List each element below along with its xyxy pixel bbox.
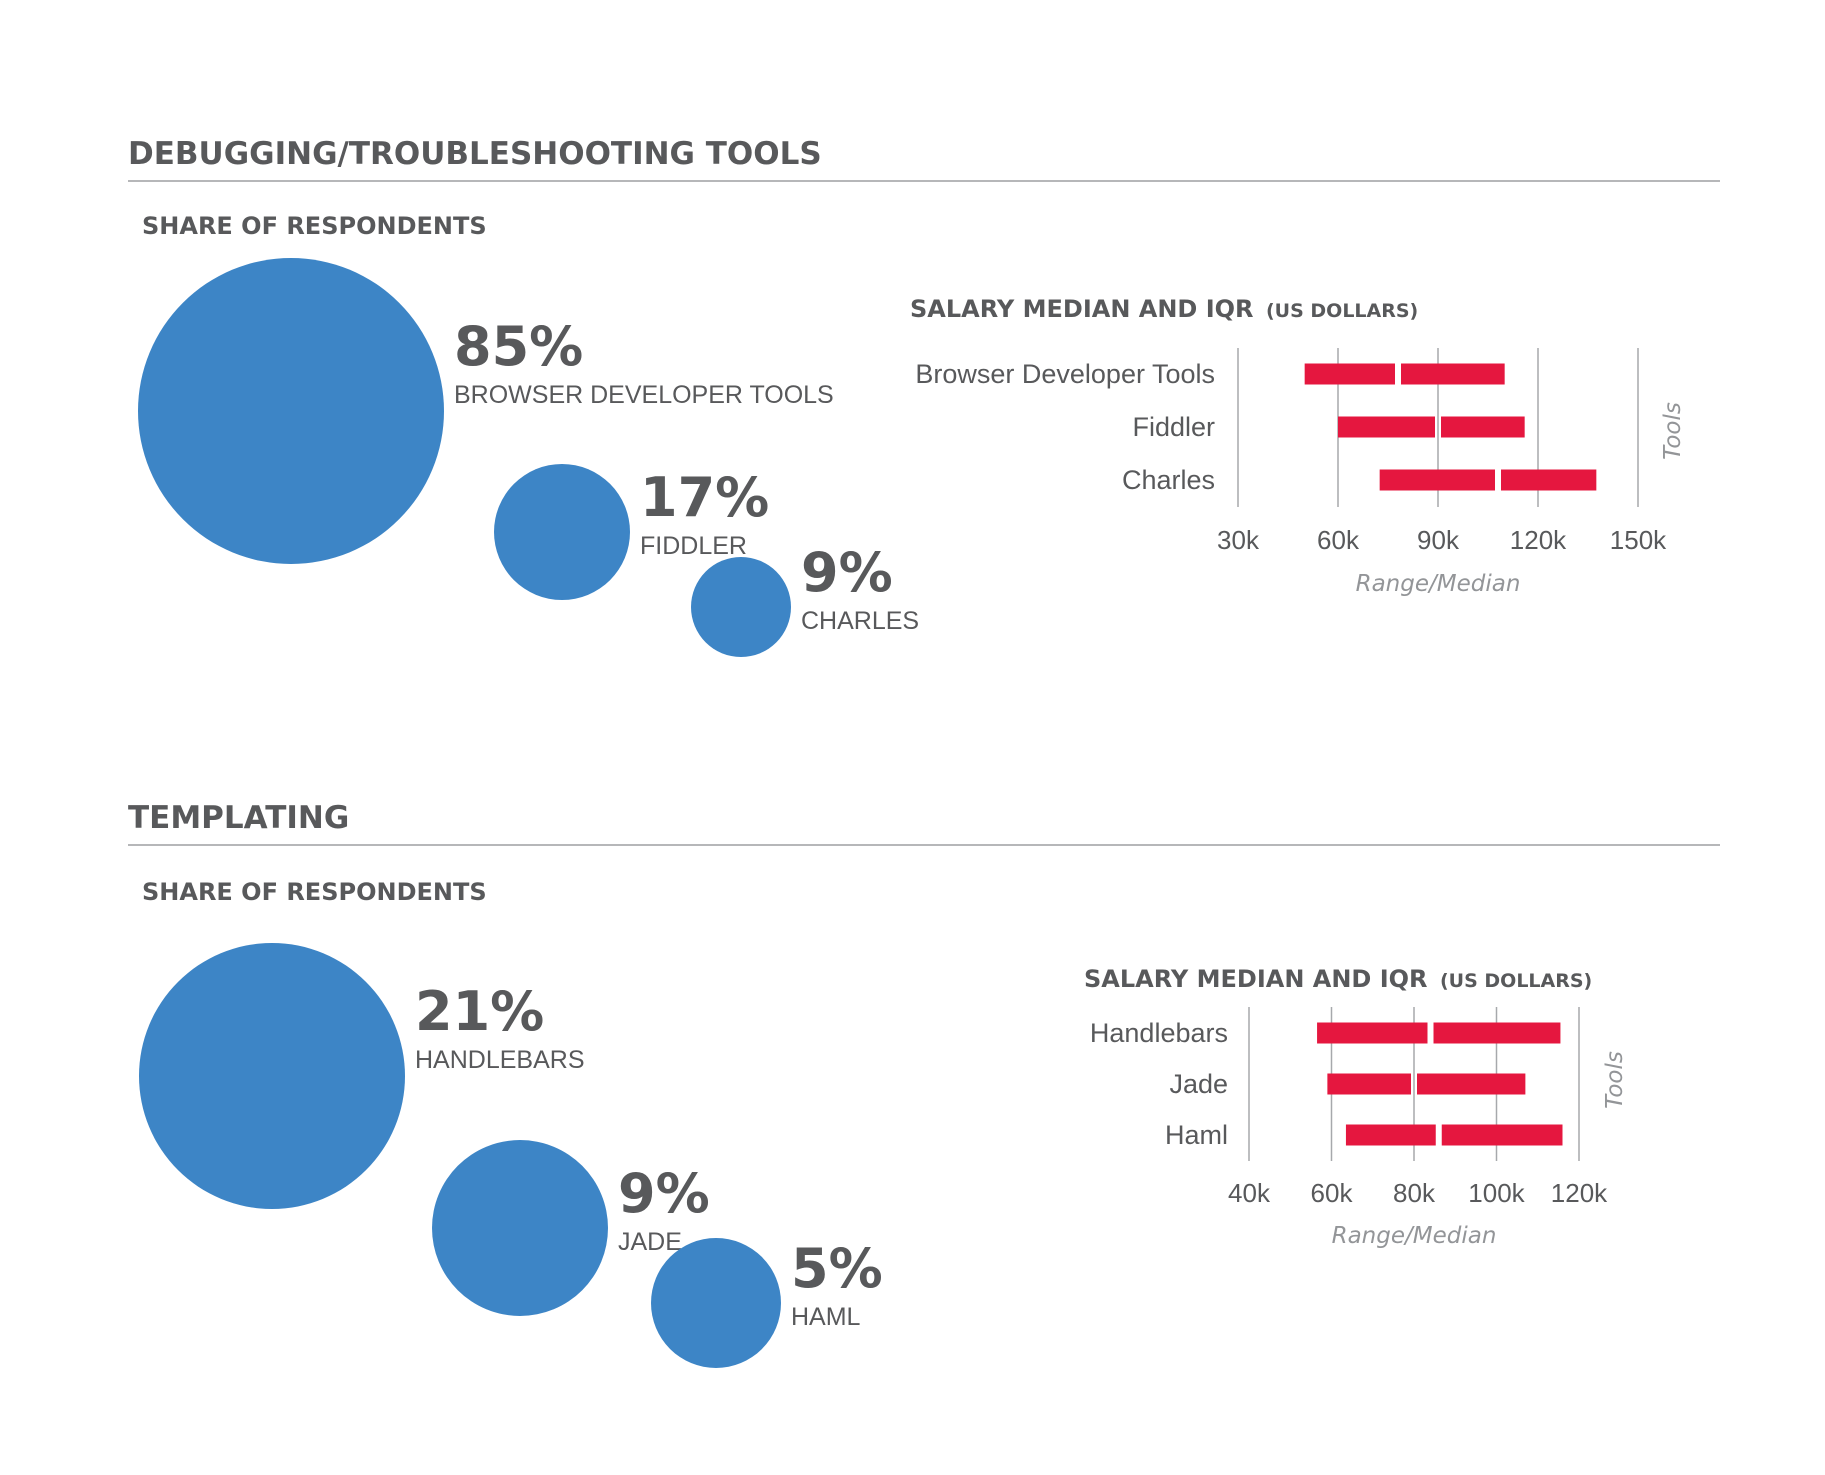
share-title: SHARE OF RESPONDENTS (142, 878, 487, 906)
bubble-label: BROWSER DEVELOPER TOOLS (454, 381, 834, 409)
bubble-value: 9% (618, 1162, 710, 1225)
tick-label: 120k (1510, 525, 1567, 555)
bubble-label: HAML (791, 1303, 861, 1331)
iqr-bar-lower (1345, 1124, 1436, 1146)
salary-title-unit: (US DOLLARS) (1266, 300, 1418, 322)
tick-label: 80k (1393, 1178, 1436, 1208)
tick-label: 120k (1551, 1178, 1608, 1208)
salary-title: SALARY MEDIAN AND IQR (US DOLLARS) (910, 295, 1418, 323)
salary-range-chart: 30k 60k 90k 120k 150k Browser Developer Tools… (915, 348, 1686, 597)
iqr-bar-upper (1441, 416, 1525, 438)
salary-title-unit: (US DOLLARS) (1440, 970, 1592, 992)
bubble-charles (691, 557, 791, 657)
bubble-value: 21% (415, 980, 544, 1043)
section-title: DEBUGGING/TROUBLESHOOTING TOOLS (128, 136, 822, 172)
iqr-bar-upper (1501, 469, 1597, 491)
section-title: TEMPLATING (128, 800, 349, 836)
category-label: Charles (1122, 465, 1215, 495)
bubble-value: 85% (454, 315, 583, 378)
category-label: Handlebars (1090, 1018, 1228, 1048)
category-label: Jade (1169, 1069, 1228, 1099)
bubble-value: 5% (791, 1237, 883, 1300)
iqr-bar-lower (1338, 416, 1435, 438)
bubble-label: CHARLES (801, 607, 919, 635)
bubble-label: HANDLEBARS (415, 1046, 585, 1074)
category-label: Fiddler (1132, 412, 1215, 442)
iqr-bar-lower (1379, 469, 1495, 491)
bubble-browser-developer-tools (138, 258, 444, 564)
bubble-haml (651, 1238, 781, 1368)
tick-label: 90k (1417, 525, 1460, 555)
y-axis-title: Tools (1660, 402, 1686, 460)
tick-label: 30k (1217, 525, 1260, 555)
tick-label: 100k (1468, 1178, 1525, 1208)
y-axis-title: Tools (1602, 1051, 1628, 1109)
bubble-fiddler (494, 464, 630, 600)
share-title: SHARE OF RESPONDENTS (142, 212, 487, 240)
iqr-bar-lower (1327, 1073, 1411, 1095)
tick-label: 60k (1311, 1178, 1354, 1208)
salary-title: SALARY MEDIAN AND IQR (US DOLLARS) (1084, 965, 1592, 993)
iqr-bar-upper (1417, 1073, 1526, 1095)
section-debugging: DEBUGGING/TROUBLESHOOTING TOOLS SHARE OF… (128, 136, 1720, 657)
salary-range-chart: 40k 60k 80k 100k 120k Handlebars Jade Haml Range… (1090, 1007, 1628, 1249)
category-label: Browser Developer Tools (915, 359, 1215, 389)
tick-label: 40k (1228, 1178, 1271, 1208)
bubble-label: FIDDLER (640, 532, 747, 560)
bubble-value: 17% (640, 466, 769, 529)
category-label: Haml (1165, 1120, 1228, 1150)
bubble-chart: 85% BROWSER DEVELOPER TOOLS 17% FIDDLER 9% CH… (138, 258, 919, 657)
iqr-bar-upper (1433, 1022, 1561, 1044)
x-axis-title: Range/Median (1356, 571, 1521, 597)
bubble-value: 9% (801, 541, 893, 604)
iqr-bar-upper (1441, 1124, 1563, 1146)
iqr-bar-lower (1304, 363, 1395, 385)
bubble-jade (432, 1140, 608, 1316)
iqr-bar-upper (1401, 363, 1505, 385)
iqr-bar-lower (1317, 1022, 1428, 1044)
x-axis-title: Range/Median (1332, 1223, 1497, 1249)
bubble-label: JADE (618, 1228, 682, 1256)
bubble-handlebars (139, 943, 405, 1209)
bubble-chart: 21% HANDLEBARS 9% JADE 5% HAML (139, 943, 883, 1368)
section-templating: TEMPLATING SHARE OF RESPONDENTS 21% HANDL… (128, 800, 1720, 1368)
salary-title-main: SALARY MEDIAN AND IQR (910, 295, 1254, 323)
tick-label: 150k (1610, 525, 1667, 555)
salary-title-main: SALARY MEDIAN AND IQR (1084, 965, 1428, 993)
tick-label: 60k (1317, 525, 1360, 555)
